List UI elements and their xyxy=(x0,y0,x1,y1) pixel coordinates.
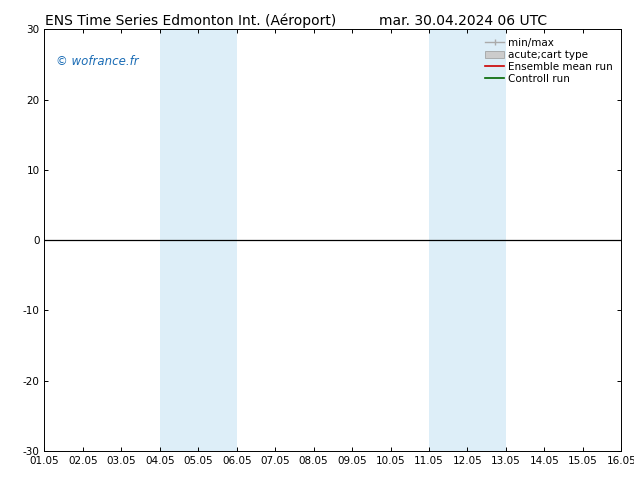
Legend: min/max, acute;cart type, Ensemble mean run, Controll run: min/max, acute;cart type, Ensemble mean … xyxy=(482,35,616,87)
Text: mar. 30.04.2024 06 UTC: mar. 30.04.2024 06 UTC xyxy=(378,14,547,28)
Text: © wofrance.fr: © wofrance.fr xyxy=(56,55,139,68)
Text: ENS Time Series Edmonton Int. (Aéroport): ENS Time Series Edmonton Int. (Aéroport) xyxy=(44,14,336,28)
Bar xyxy=(467,29,506,451)
Bar xyxy=(198,29,236,451)
Bar xyxy=(160,29,198,451)
Bar xyxy=(429,29,467,451)
